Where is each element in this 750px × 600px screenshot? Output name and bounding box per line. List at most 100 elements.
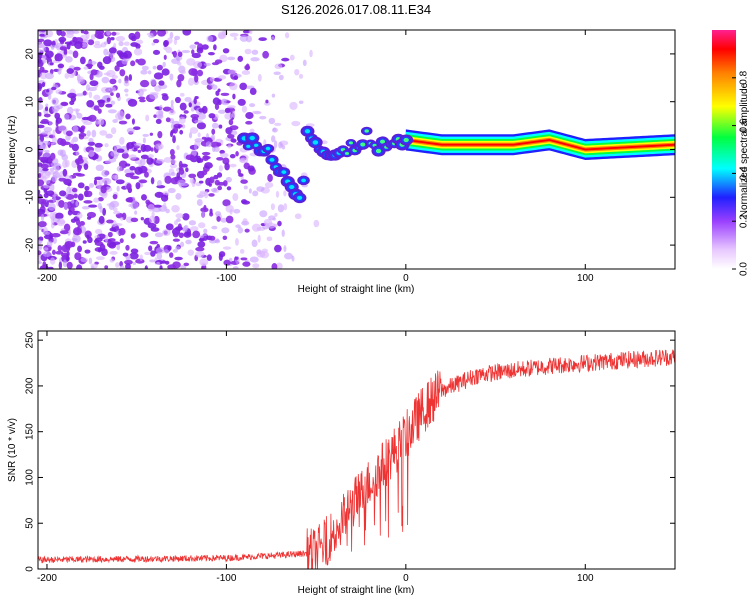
spectrogram-noise-cell <box>72 108 81 112</box>
spectrogram-noise-cell <box>81 116 90 121</box>
spectrogram-noise-cell <box>121 58 129 65</box>
spectrogram-noise-cell <box>175 213 184 219</box>
spectrogram-noise-cell <box>227 105 236 109</box>
spectrogram-noise-cell <box>64 72 70 79</box>
spectrogram-noise-cell <box>183 262 190 267</box>
spectrogram-noise-cell <box>271 127 278 133</box>
spectrogram-noise-cell <box>52 217 61 223</box>
spectrogram-noise-cell <box>237 168 242 175</box>
spectrogram-noise-cell <box>115 262 120 268</box>
spectrogram-noise-cell <box>147 222 157 229</box>
spectrogram-carrier-blob <box>304 129 311 134</box>
spectrogram-noise-cell <box>164 175 172 184</box>
spectrogram-noise-cell <box>77 193 84 201</box>
spectrogram-noise-cell <box>66 186 72 195</box>
spectrogram-carrier-blob <box>348 141 353 145</box>
spectrogram-noise-cell <box>107 109 117 114</box>
spectrogram-noise-cell <box>97 99 106 104</box>
spectrogram-noise-cell <box>124 259 133 265</box>
spectrogram-noise-cell <box>43 152 51 158</box>
spectrogram-noise-cell <box>43 39 53 47</box>
spectrogram-noise-cell <box>80 30 84 34</box>
snr-x-tick-label: 0 <box>403 573 409 584</box>
spectrogram-noise-cell <box>57 63 65 69</box>
spectrogram-noise-cell <box>38 83 43 90</box>
spectrogram-noise-cell <box>83 200 93 204</box>
spectrogram-noise-cell <box>271 263 278 269</box>
spectrogram-x-tick-label: 100 <box>577 273 594 284</box>
spectrogram-noise-cell <box>38 156 48 161</box>
spectrogram-noise-cell <box>201 265 205 269</box>
spectrogram-noise-cell <box>163 40 169 48</box>
spectrogram-noise-cell <box>201 44 209 50</box>
spectrogram-noise-cell <box>59 230 69 235</box>
spectrogram-noise-cell <box>128 32 136 40</box>
spectrogram-noise-cell <box>39 72 47 80</box>
spectrogram-noise-cell <box>277 204 285 213</box>
spectrogram-noise-cell <box>150 78 157 86</box>
spectrogram-noise-cell <box>225 215 234 224</box>
spectrogram-noise-cell <box>90 69 98 76</box>
spectrogram-noise-cell <box>242 30 251 34</box>
spectrogram-noise-cell <box>51 97 59 106</box>
spectrogram-noise-cell <box>104 234 109 243</box>
spectrogram-noise-cell <box>55 250 64 255</box>
spectrogram-noise-cell <box>162 229 171 237</box>
spectrogram-noise-cell <box>125 172 134 178</box>
spectrogram-noise-cell <box>232 266 239 269</box>
spectrogram-noise-cell <box>238 173 244 177</box>
spectrogram-noise-cell <box>94 31 104 39</box>
spectrogram-noise-cell <box>65 130 73 137</box>
spectrogram-noise-cell <box>125 113 131 120</box>
spectrogram-noise-cell <box>38 139 41 143</box>
spectrogram-noise-cell <box>89 182 95 188</box>
spectrogram-noise-cell <box>187 77 195 86</box>
spectrogram-noise-cell <box>106 219 114 224</box>
spectrogram-noise-cell <box>281 57 290 62</box>
spectrogram-noise-cell <box>218 253 223 261</box>
spectrogram-noise-cell <box>194 119 203 124</box>
spectrogram-noise-cell <box>75 200 79 207</box>
spectrogram-noise-cell <box>149 93 159 100</box>
spectrogram-noise-cell <box>49 62 54 66</box>
spectrogram-noise-cell <box>94 153 99 160</box>
spectrogram-x-label: Height of straight line (km) <box>298 284 415 295</box>
spectrogram-noise-cell <box>127 98 138 107</box>
spectrogram-carrier-blob <box>360 142 366 147</box>
spectrogram-noise-cell <box>77 182 85 189</box>
spectrogram-noise-cell <box>76 112 83 119</box>
spectrogram-noise-cell <box>221 227 230 234</box>
spectrogram-noise-cell <box>132 261 137 266</box>
spectrogram-noise-cell <box>89 73 94 81</box>
snr-y-tick-label: 150 <box>25 423 36 440</box>
spectrogram-noise-cell <box>259 251 270 259</box>
spectrogram-noise-cell <box>133 48 143 56</box>
spectrogram-noise-cell <box>54 54 59 62</box>
spectrogram-noise-cell <box>103 72 111 76</box>
spectrogram-noise-cell <box>52 196 57 203</box>
spectrogram-noise-cell <box>220 98 227 105</box>
spectrogram-noise-cell <box>229 32 239 37</box>
snr-y-tick-label: 200 <box>25 377 36 394</box>
spectrogram-noise-cell <box>125 197 134 203</box>
spectrogram-noise-cell <box>211 62 219 66</box>
spectrogram-noise-cell <box>38 51 42 60</box>
spectrogram-noise-cell <box>43 113 51 118</box>
spectrogram-noise-cell <box>248 30 253 35</box>
spectrogram-noise-cell <box>181 49 191 54</box>
spectrogram-noise-cell <box>245 120 253 125</box>
spectrogram-noise-cell <box>171 51 175 55</box>
spectrogram-carrier-blob <box>301 178 306 183</box>
spectrogram-noise-cell <box>111 31 117 36</box>
spectrogram-noise-cell <box>134 210 138 215</box>
spectrogram-noise-cell <box>215 211 222 217</box>
spectrogram-noise-cell <box>42 140 51 146</box>
spectrogram-noise-cell <box>142 137 146 144</box>
spectrogram-noise-cell <box>55 117 62 124</box>
spectrogram-noise-cell <box>101 169 110 177</box>
spectrogram-noise-cell <box>130 175 140 180</box>
spectrogram-noise-cell <box>110 150 120 157</box>
spectrogram-noise-cell <box>172 248 178 253</box>
spectrogram-noise-cell <box>139 99 146 103</box>
